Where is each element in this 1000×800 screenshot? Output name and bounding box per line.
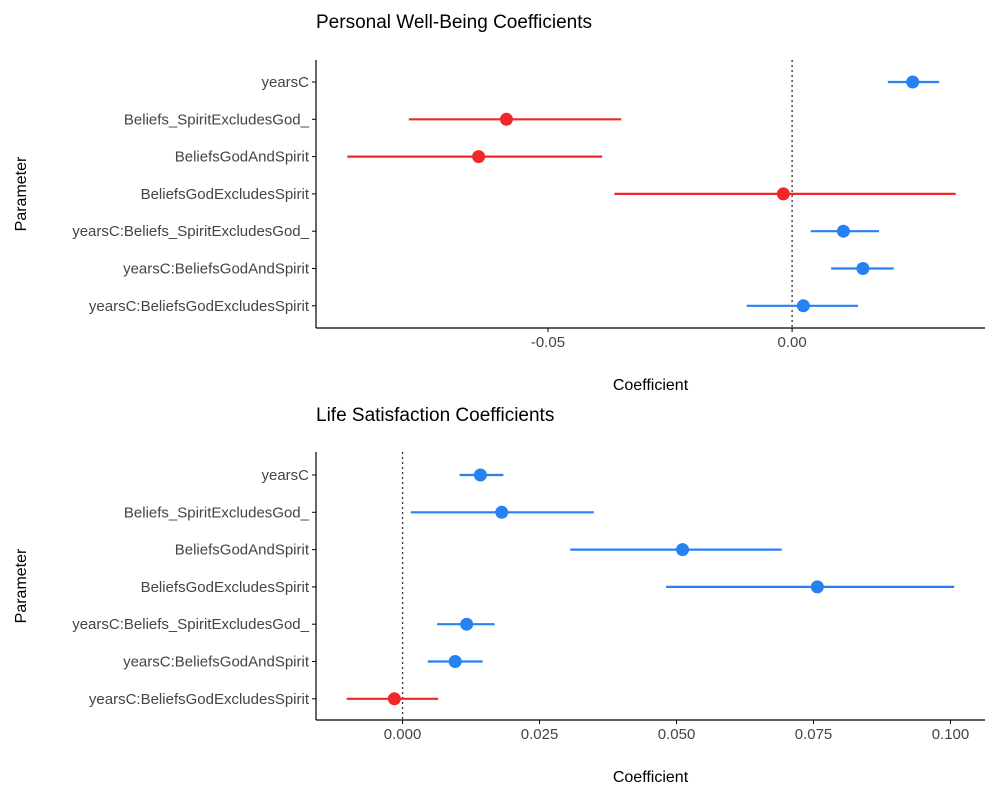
chart-panel-2: Life Satisfaction Coefficients Parameter C…: [13, 405, 985, 786]
estimate-point: [473, 468, 487, 482]
parameter-label: BeliefsGodAndSpirit: [175, 149, 310, 166]
x-tick-label: 0.075: [795, 726, 833, 743]
x-tick-label: 0.050: [658, 726, 696, 743]
parameter-label: yearsC:BeliefsGodExcludesSpirit: [89, 691, 310, 708]
parameter-label: BeliefsGodExcludesSpirit: [141, 579, 310, 596]
x-tick-label: 0.00: [778, 334, 807, 351]
estimate-point: [776, 187, 790, 201]
chart-title: Life Satisfaction Coefficients: [316, 405, 554, 426]
parameter-label: yearsC:BeliefsGodAndSpirit: [123, 654, 310, 671]
x-tick-label: 0.100: [932, 726, 970, 743]
estimate-point: [836, 224, 850, 238]
parameter-label: yearsC: [261, 74, 309, 91]
parameter-label: yearsC:Beliefs_SpiritExcludesGod_: [72, 616, 309, 633]
y-axis-title: Parameter: [13, 548, 30, 623]
x-axis-title: Coefficient: [613, 769, 689, 786]
parameter-label: Beliefs_SpiritExcludesGod_: [124, 504, 310, 521]
x-tick-label: 0.000: [384, 726, 422, 743]
estimate-point: [499, 112, 513, 126]
x-axis-title: Coefficient: [613, 377, 689, 394]
parameter-label: BeliefsGodExcludesSpirit: [141, 186, 310, 203]
parameter-label: yearsC:BeliefsGodExcludesSpirit: [89, 298, 310, 315]
parameter-label: yearsC:Beliefs_SpiritExcludesGod_: [72, 223, 309, 240]
estimate-point: [460, 617, 474, 631]
chart-title: Personal Well-Being Coefficients: [316, 12, 592, 33]
chart-panel-1: Personal Well-Being Coefficients Paramete…: [13, 12, 985, 394]
estimate-point: [810, 580, 824, 594]
x-tick-label: 0.025: [521, 726, 559, 743]
estimate-point: [387, 692, 401, 706]
x-tick-label: -0.05: [531, 334, 565, 351]
y-axis-title: Parameter: [13, 156, 30, 231]
parameter-label: yearsC: [261, 467, 309, 484]
estimate-point: [796, 299, 810, 313]
estimate-point: [495, 505, 509, 519]
parameter-label: yearsC:BeliefsGodAndSpirit: [123, 261, 310, 278]
estimate-point: [906, 75, 920, 89]
estimate-point: [676, 543, 690, 557]
parameter-label: Beliefs_SpiritExcludesGod_: [124, 111, 310, 128]
estimate-point: [472, 150, 486, 164]
parameter-label: BeliefsGodAndSpirit: [175, 542, 310, 559]
estimate-point: [448, 655, 462, 668]
estimate-point: [856, 262, 870, 275]
